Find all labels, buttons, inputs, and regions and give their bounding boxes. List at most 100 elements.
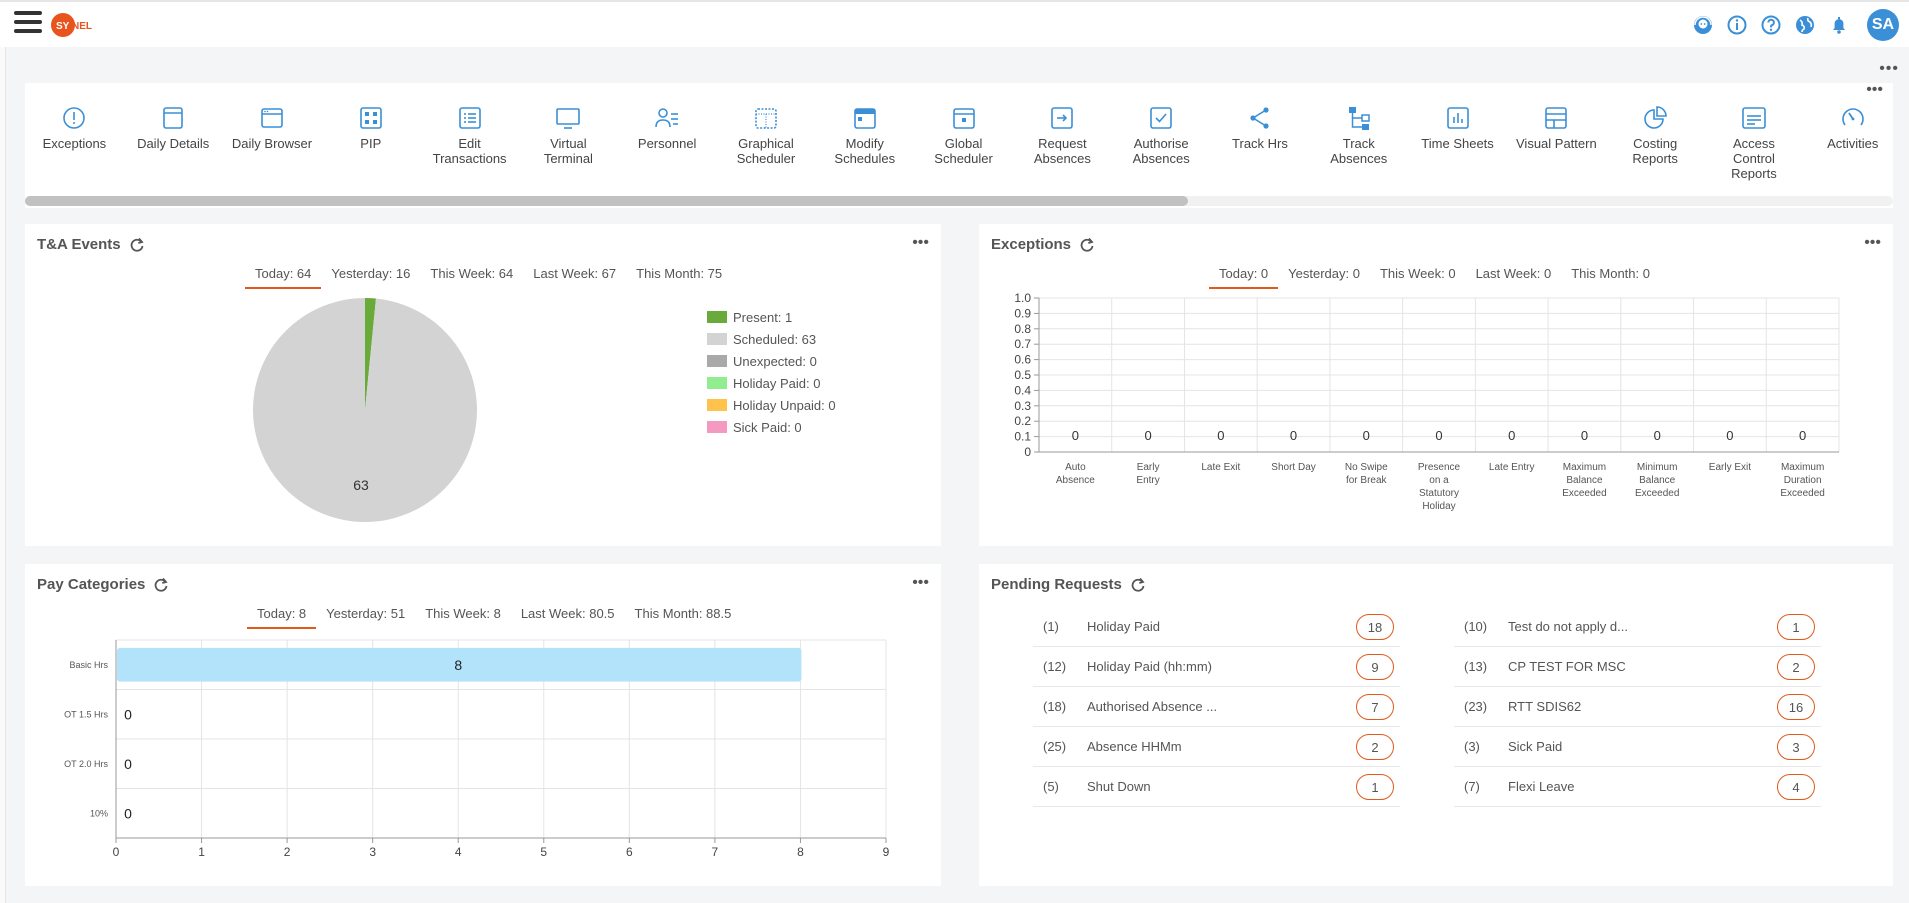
x-tick-label: 2	[284, 845, 291, 859]
legend-item[interactable]: Unexpected: 0	[707, 350, 836, 372]
toolbar-item-global-scheduler[interactable]: Global Scheduler	[914, 105, 1013, 181]
request-count-badge[interactable]: 2	[1777, 654, 1815, 680]
toolbar-item-daily-details[interactable]: Daily Details	[124, 105, 223, 181]
request-code: (18)	[1043, 699, 1067, 714]
toolbar-item-label: Time Sheets	[1421, 136, 1494, 151]
toolbar-item-request-absences[interactable]: Request Absences	[1013, 105, 1112, 181]
left-rail	[0, 47, 6, 903]
x-tick-label: Holiday	[1422, 501, 1455, 512]
request-count-badge[interactable]: 1	[1777, 614, 1815, 640]
toolbar-item-activities[interactable]: Activities	[1803, 105, 1902, 181]
toolbar-item-label: Modify Schedules	[834, 136, 896, 166]
request-row[interactable]: (23) RTT SDIS62 16	[1454, 687, 1821, 727]
x-tick-label: Maximum	[1563, 462, 1606, 473]
request-name: Flexi Leave	[1508, 779, 1575, 794]
tab-this-month[interactable]: This Month: 0	[1571, 266, 1650, 281]
toolbar-item-graphical-scheduler[interactable]: Graphical Scheduler	[717, 105, 816, 181]
pay-category-bar[interactable]	[117, 647, 802, 682]
exceptions-more-icon[interactable]: •••	[1864, 234, 1881, 251]
request-row[interactable]: (12) Holiday Paid (hh:mm) 9	[1033, 647, 1400, 687]
legend-item[interactable]: Holiday Unpaid: 0	[707, 394, 836, 416]
request-count-badge[interactable]: 7	[1356, 694, 1394, 720]
report-icon	[1742, 107, 1766, 129]
bar-value-label: 0	[1072, 428, 1079, 443]
request-count-badge[interactable]: 3	[1777, 734, 1815, 760]
y-tick-label: 0.6	[1014, 353, 1031, 367]
tab-yesterday[interactable]: Yesterday: 0	[1288, 266, 1360, 281]
tab-this-week[interactable]: This Week: 8	[425, 606, 501, 621]
y-tick-label: 0.1	[1014, 430, 1031, 444]
legend-label: Scheduled: 63	[733, 331, 817, 347]
tab-this-month[interactable]: This Month: 75	[636, 266, 723, 281]
tab-today[interactable]: Today: 0	[1209, 262, 1279, 289]
toolbar-item-visual-pattern[interactable]: Visual Pattern	[1507, 105, 1606, 181]
legend-item[interactable]: Scheduled: 63	[707, 328, 836, 350]
legend-item[interactable]: Sick Paid: 0	[707, 416, 836, 438]
menu-icon[interactable]	[14, 11, 42, 37]
bar-value-label: 0	[1581, 428, 1588, 443]
toolbar-item-pip[interactable]: PIP	[321, 105, 420, 181]
info-icon[interactable]	[1725, 13, 1749, 37]
tab-this-month[interactable]: This Month: 88.5	[634, 606, 732, 621]
toolbar-item-personnel[interactable]: Personnel	[618, 105, 717, 181]
ta-events-more-icon[interactable]: •••	[912, 234, 929, 251]
request-name: Absence HHMm	[1087, 739, 1182, 754]
synel-logo[interactable]: SY NEL	[50, 9, 94, 41]
refresh-icon[interactable]	[153, 577, 169, 593]
toolbar-item-time-sheets[interactable]: Time Sheets	[1408, 105, 1507, 181]
x-tick-label: 8	[797, 845, 804, 859]
request-row[interactable]: (7) Flexi Leave 4	[1454, 767, 1821, 807]
toolbar-item-edit-transactions[interactable]: Edit Transactions	[420, 105, 519, 181]
refresh-icon[interactable]	[129, 237, 145, 253]
request-row[interactable]: (10) Test do not apply d... 1	[1454, 607, 1821, 647]
tab-last-week[interactable]: Last Week: 80.5	[520, 606, 615, 621]
request-count-badge[interactable]: 18	[1356, 614, 1394, 640]
request-count-badge[interactable]: 4	[1777, 774, 1815, 800]
request-count-badge[interactable]: 1	[1356, 774, 1394, 800]
pie-slice-scheduled[interactable]	[252, 298, 477, 522]
avatar[interactable]: SA	[1867, 9, 1899, 41]
toolbar-item-costing-reports[interactable]: Costing Reports	[1606, 105, 1705, 181]
pay-categories-more-icon[interactable]: •••	[912, 574, 929, 591]
tab-yesterday[interactable]: Yesterday: 51	[326, 606, 406, 621]
toolbar-item-authorise-absences[interactable]: Authorise Absences	[1112, 105, 1211, 181]
toolbar-more-icon[interactable]: •••	[1866, 81, 1883, 98]
tab-this-week[interactable]: This Week: 0	[1379, 266, 1456, 281]
request-count-badge[interactable]: 9	[1356, 654, 1394, 680]
tab-this-week[interactable]: This Week: 64	[430, 266, 514, 281]
toolbar-item-track-hrs[interactable]: Track Hrs	[1211, 105, 1310, 181]
toolbar-item-daily-browser[interactable]: Daily Browser	[223, 105, 322, 181]
refresh-icon[interactable]	[1130, 577, 1146, 593]
page-more-icon[interactable]: •••	[1879, 60, 1899, 77]
toolbar-item-modify-schedules[interactable]: Modify Schedules	[815, 105, 914, 181]
toolbar-item-exceptions[interactable]: Exceptions	[25, 105, 124, 181]
pay-categories-card: Pay Categories ••• Today: 8 Yesterday: 51…	[25, 564, 941, 886]
request-count-badge[interactable]: 2	[1356, 734, 1394, 760]
legend-item[interactable]: Present: 1	[707, 306, 836, 328]
support-icon[interactable]	[1691, 13, 1715, 37]
legend-item[interactable]: Holiday Paid: 0	[707, 372, 836, 394]
globe-icon[interactable]	[1793, 13, 1817, 37]
request-count-badge[interactable]: 16	[1777, 694, 1815, 720]
tab-yesterday[interactable]: Yesterday: 16	[331, 266, 411, 281]
tab-today[interactable]: Today: 8	[247, 602, 317, 629]
tab-today[interactable]: Today: 64	[245, 262, 322, 289]
request-row[interactable]: (25) Absence HHMm 2	[1033, 727, 1400, 767]
list-icon	[458, 107, 481, 129]
help-icon[interactable]	[1759, 13, 1783, 37]
toolbar-item-virtual-terminal[interactable]: Virtual Terminal	[519, 105, 618, 181]
bell-icon[interactable]	[1827, 13, 1851, 37]
toolbar-scrollbar-thumb[interactable]	[25, 196, 1188, 206]
pie-slice-present[interactable]	[365, 298, 376, 410]
request-row[interactable]: (3) Sick Paid 3	[1454, 727, 1821, 767]
tab-last-week[interactable]: Last Week: 0	[1475, 266, 1552, 281]
toolbar-item-track-absences[interactable]: Track Absences	[1309, 105, 1408, 181]
toolbar-item-access-control-reports[interactable]: Access Control Reports	[1705, 105, 1804, 181]
request-row[interactable]: (5) Shut Down 1	[1033, 767, 1400, 807]
request-row[interactable]: (1) Holiday Paid 18	[1033, 607, 1400, 647]
x-tick-label: Early Exit	[1709, 462, 1751, 473]
tab-last-week[interactable]: Last Week: 67	[533, 266, 617, 281]
request-row[interactable]: (18) Authorised Absence ... 7	[1033, 687, 1400, 727]
request-row[interactable]: (13) CP TEST FOR MSC 2	[1454, 647, 1821, 687]
refresh-icon[interactable]	[1079, 237, 1095, 253]
